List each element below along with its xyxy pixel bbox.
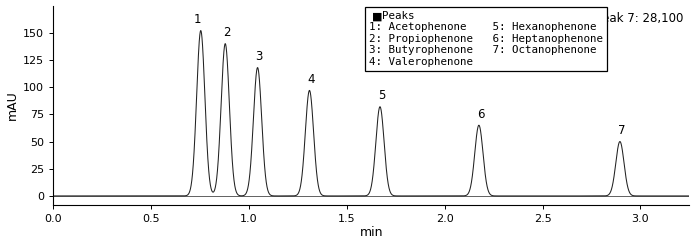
Text: 7: 7 [618, 124, 626, 137]
Y-axis label: mAU: mAU [6, 90, 19, 120]
X-axis label: min: min [359, 226, 383, 239]
Text: ■: ■ [372, 12, 382, 22]
Text: 6: 6 [477, 108, 484, 121]
Text: N for Peak 7: 28,100: N for Peak 7: 28,100 [563, 12, 683, 24]
Text: 3: 3 [256, 50, 263, 63]
Text: 4: 4 [307, 73, 315, 86]
Text: 2: 2 [223, 26, 231, 39]
Text: 1: 1 [193, 13, 201, 26]
Text: Peaks
1: Acetophenone    5: Hexanophenone
2: Propiophenone   6: Heptanophenone
3: Peaks 1: Acetophenone 5: Hexanophenone 2… [369, 11, 603, 67]
Text: 5: 5 [378, 89, 385, 102]
